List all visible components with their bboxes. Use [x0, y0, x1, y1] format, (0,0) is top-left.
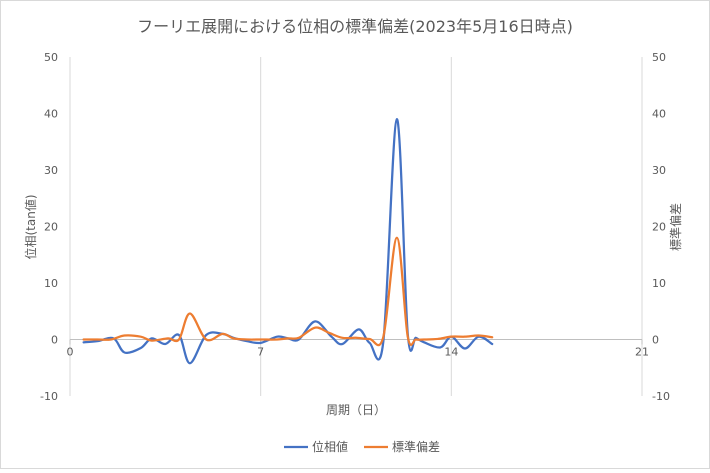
series-line-2	[82, 236, 494, 347]
x-tick-label: 21	[635, 346, 649, 359]
x-tick-label: 7	[257, 346, 264, 359]
x-axis-label: 周期（日）	[326, 403, 386, 417]
right-axis-ticks: -10 0 10 20 30 40 50	[652, 51, 670, 403]
y-tick-label-right: 10	[652, 277, 666, 290]
y-axis-label-right: 標準偏差	[668, 203, 683, 251]
y-tick-label-right: 40	[652, 108, 666, 121]
y-tick-label-left: 30	[44, 164, 58, 177]
y-tick-label-right: 50	[652, 51, 666, 64]
x-tick-label: 14	[444, 346, 458, 359]
y-tick-label-right: 20	[652, 221, 666, 234]
series-group	[82, 118, 494, 365]
legend: 位相値 標準偏差	[284, 439, 440, 454]
chart-title: フーリエ展開における位相の標準偏差(2023年5月16日時点)	[137, 17, 573, 36]
y-axis-label-left: 位相(tan値)	[23, 194, 38, 259]
y-tick-label-left: 10	[44, 277, 58, 290]
left-axis-ticks: -10 0 10 20 30 40 50	[40, 51, 58, 403]
y-tick-label-left: 50	[44, 51, 58, 64]
y-tick-label-left: 40	[44, 108, 58, 121]
x-axis-ticks: 0 7 14 21	[67, 346, 650, 359]
y-tick-label-left: 0	[51, 334, 58, 347]
y-tick-label-right: 0	[652, 334, 659, 347]
legend-label-1: 位相値	[312, 439, 348, 454]
y-tick-label-left: -10	[40, 390, 58, 403]
y-tick-label-right: -10	[652, 390, 670, 403]
y-tick-label-left: 20	[44, 221, 58, 234]
x-tick-label: 0	[67, 346, 74, 359]
y-tick-label-right: 30	[652, 164, 666, 177]
legend-label-2: 標準偏差	[392, 439, 440, 454]
